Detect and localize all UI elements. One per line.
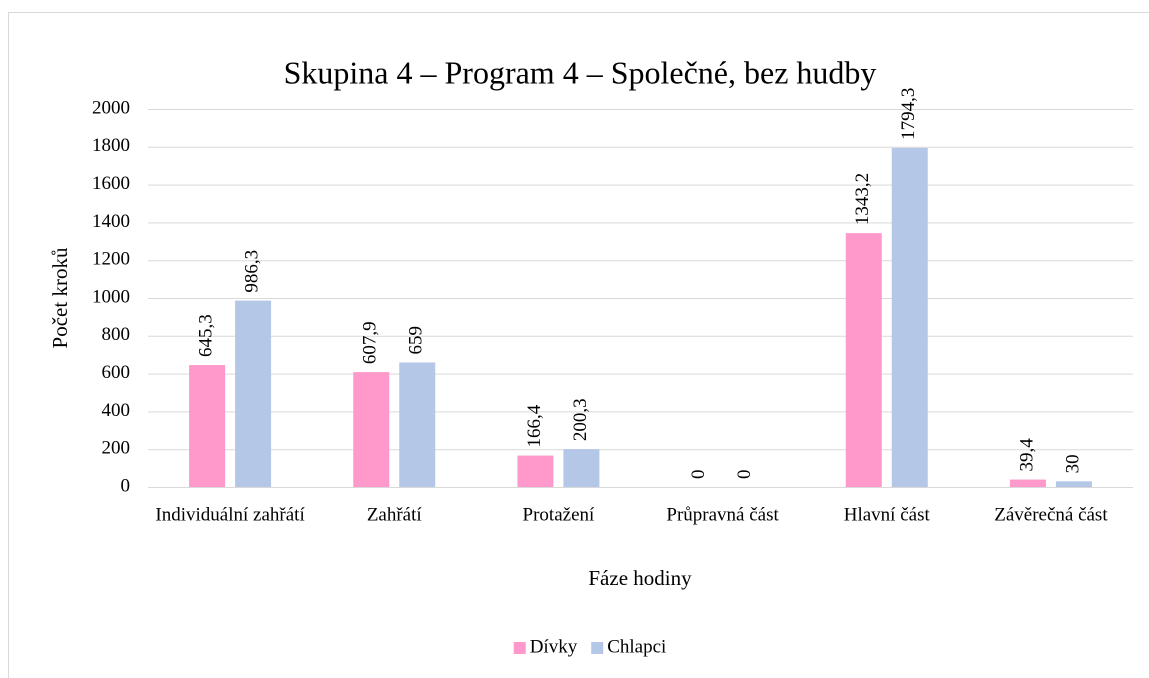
- bar: [235, 300, 272, 487]
- bar: [399, 362, 436, 487]
- y-tick-label: 2000: [92, 97, 130, 118]
- data-label: 0: [734, 470, 755, 480]
- y-tick-label: 600: [102, 362, 131, 383]
- chart-frame: [8, 12, 1149, 678]
- bar: [1009, 479, 1046, 487]
- legend-swatch: [513, 642, 526, 654]
- legend-label: Dívky: [530, 636, 578, 657]
- x-tick-label: Protažení: [523, 504, 595, 525]
- y-tick-label: 0: [121, 475, 131, 496]
- legend-swatch: [591, 642, 604, 654]
- y-tick-label: 1600: [92, 173, 130, 194]
- x-tick-label: Zahřátí: [367, 504, 423, 525]
- data-label: 200,3: [570, 398, 591, 441]
- bar: [353, 372, 390, 487]
- bar: [563, 449, 600, 487]
- data-label: 39,4: [1016, 438, 1037, 472]
- data-label: 659: [406, 326, 427, 355]
- x-axis-label: Fáze hodiny: [588, 566, 692, 590]
- y-tick-label: 1400: [92, 211, 130, 232]
- chart-title: Skupina 4 – Program 4 – Společné, bez hu…: [284, 54, 877, 90]
- data-label: 645,3: [195, 314, 216, 357]
- bar: [845, 233, 882, 487]
- legend-label: Chlapci: [607, 636, 666, 657]
- bar: [517, 455, 554, 487]
- y-tick-label: 800: [102, 324, 131, 345]
- data-label: 166,4: [524, 404, 545, 447]
- y-tick-label: 200: [102, 438, 131, 459]
- data-label: 986,3: [241, 250, 262, 293]
- x-tick-label: Závěrečná část: [994, 504, 1108, 525]
- data-label: 607,9: [360, 321, 381, 364]
- data-label: 30: [1062, 454, 1083, 473]
- x-tick-label: Individuální zahřátí: [155, 504, 305, 525]
- bar: [891, 147, 928, 487]
- y-tick-label: 1200: [92, 249, 130, 270]
- y-axis-label: Počet kroků: [48, 247, 72, 348]
- y-tick-label: 1800: [92, 135, 130, 156]
- data-label: 0: [688, 470, 709, 480]
- y-tick-label: 400: [102, 400, 131, 421]
- x-tick-label: Průpravná část: [666, 504, 779, 525]
- bar: [1055, 481, 1092, 487]
- bar: [189, 365, 226, 487]
- data-label: 1343,2: [852, 173, 873, 225]
- y-tick-label: 1000: [92, 286, 130, 307]
- x-tick-label: Hlavní část: [844, 504, 931, 525]
- data-label: 1794,3: [898, 88, 919, 140]
